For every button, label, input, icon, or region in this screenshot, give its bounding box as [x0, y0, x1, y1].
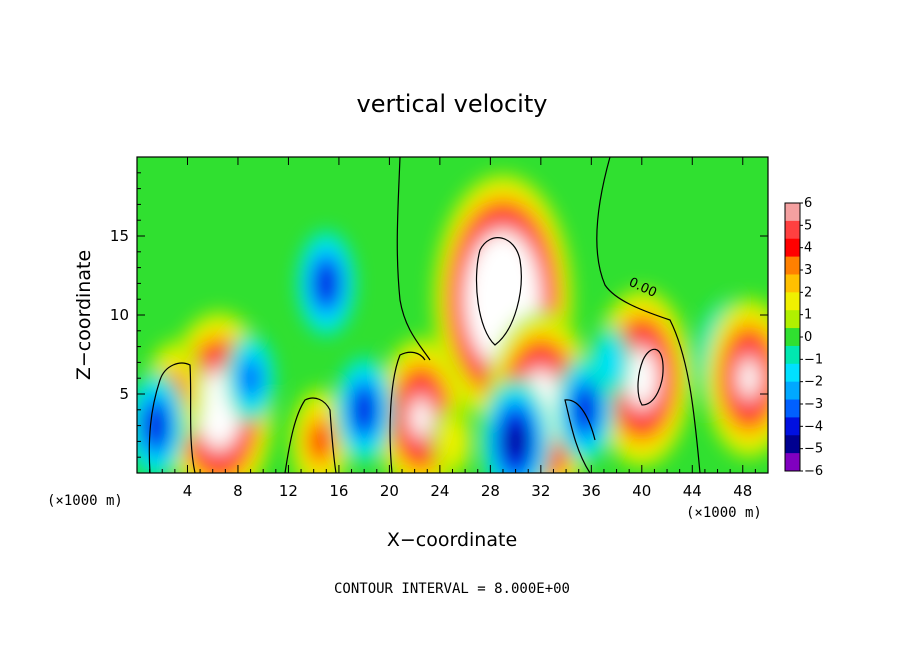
colorbar-swatch: [785, 453, 800, 472]
x-tick-label: 36: [582, 482, 601, 500]
colorbar-swatch: [785, 203, 800, 222]
x-axis-label: X−coordinate: [387, 529, 517, 551]
colorbar-swatch: [785, 256, 800, 275]
colorbar-tick-label: 1: [804, 308, 812, 323]
colorbar-swatch: [785, 381, 800, 401]
colorbar-tick-label: −1: [804, 352, 823, 367]
plot-area: 0.00: [137, 157, 768, 473]
x-tick-label: 40: [632, 482, 651, 500]
velocity-feature-2-level-8: [632, 362, 651, 395]
y-tick-label: 5: [119, 385, 129, 403]
colorbar-swatch: [785, 345, 800, 365]
x-tick-label: 48: [733, 482, 752, 500]
velocity-feature-14-level-4: [145, 407, 166, 444]
velocity-feature-3-level-7: [411, 401, 430, 434]
contour-interval-note: CONTOUR INTERVAL = 8.000E+00: [334, 581, 570, 597]
colorbar-tick-label: 0: [804, 330, 812, 345]
velocity-feature-13-level-7: [740, 362, 759, 395]
y-tick-label: 15: [110, 227, 129, 245]
velocity-feature-8-level-4: [575, 391, 596, 428]
chart-title: vertical velocity: [357, 90, 548, 118]
velocity-feature-15-level-2: [440, 419, 465, 463]
y-axis: 5 10 15: [110, 172, 768, 458]
colorbar-tick-label: 4: [804, 241, 812, 256]
colorbar-swatch: [785, 220, 800, 240]
colorbar-tick-label: −2: [804, 375, 823, 390]
colorbar-swatch: [785, 363, 800, 383]
colorbar-swatch: [785, 274, 800, 293]
colorbar-swatch: [785, 399, 800, 418]
x-tick-label: 12: [279, 482, 298, 500]
velocity-feature-0-level-12: [494, 284, 512, 315]
zero-contours: [148, 157, 701, 473]
colorbar-swatch: [785, 328, 800, 347]
colorbar-tick-label: 2: [804, 285, 812, 300]
x-tick-label: 4: [183, 482, 193, 500]
colorbar-tick-label: 6: [804, 196, 812, 211]
x-tick-label: 24: [430, 482, 449, 500]
colorbar-swatch: [785, 310, 800, 329]
velocity-feature-10-level-4: [316, 265, 337, 302]
velocity-feature-7-level-5: [506, 424, 526, 459]
x-axis: 4 8 12 16 20 24 28 32 36 40 44 48: [149, 157, 769, 500]
colorbar-tick-label: 3: [804, 263, 812, 278]
colorbar: 6 5 4 3 2 1 0 −1 −2 −3 −4 −5 −6: [784, 196, 823, 479]
x-tick-label: 20: [380, 482, 399, 500]
colorbar-tick-label: −5: [804, 442, 823, 457]
y-axis-unit: (×1000 m): [47, 493, 123, 509]
colorbar-swatch: [785, 417, 800, 436]
x-tick-label: 32: [531, 482, 550, 500]
x-axis-unit: (×1000 m): [686, 505, 762, 521]
velocity-feature-9-level-4: [354, 391, 375, 428]
x-tick-label: 28: [481, 482, 500, 500]
colorbar-tick-label: −4: [804, 419, 823, 434]
velocity-feature-16-level-2: [598, 340, 623, 384]
colorbar-tick-label: −3: [804, 397, 823, 412]
velocity-feature-6-level-4: [309, 423, 330, 460]
colorbar-swatch: [785, 435, 800, 454]
y-axis-label: Z−coordinate: [73, 250, 95, 380]
colorbar-tick-label: 5: [804, 218, 812, 233]
x-tick-label: 8: [233, 482, 243, 500]
velocity-feature-11-level-3: [239, 358, 262, 398]
x-tick-label: 16: [329, 482, 348, 500]
colorbar-tick-label: −6: [804, 464, 823, 479]
velocity-feature-4-level-9: [210, 394, 228, 426]
y-tick-label: 10: [110, 306, 129, 324]
colorbar-swatch: [785, 238, 800, 258]
colorbar-swatch: [785, 292, 800, 311]
x-tick-label: 44: [683, 482, 702, 500]
